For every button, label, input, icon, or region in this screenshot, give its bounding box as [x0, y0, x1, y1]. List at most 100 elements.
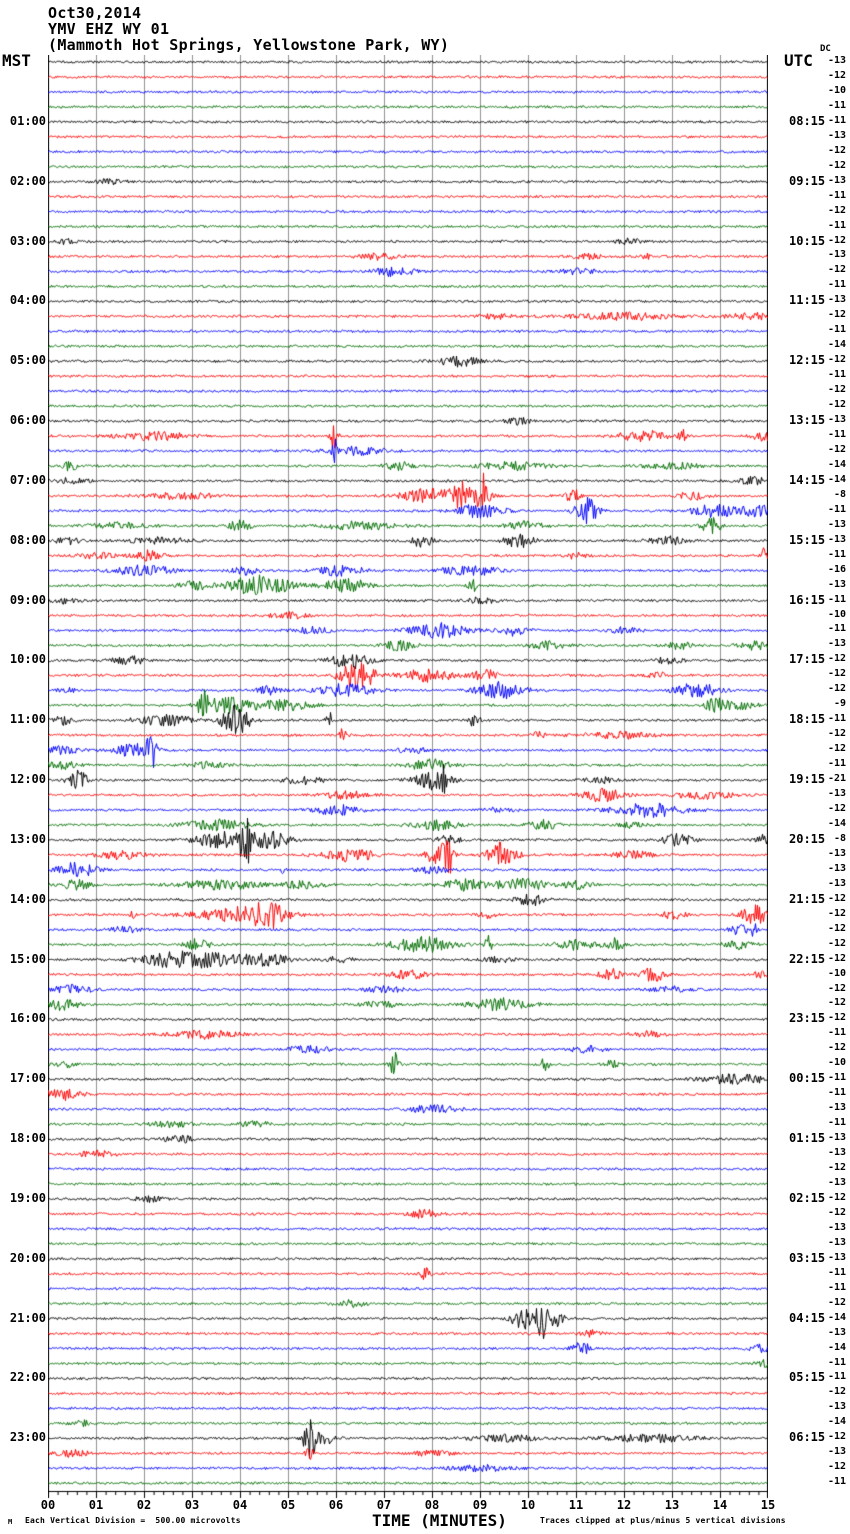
mst-time-label: 12:00	[9, 772, 46, 787]
mst-time-label: 20:00	[9, 1250, 46, 1265]
dc-offset-value: -12	[827, 922, 846, 934]
utc-time-label: 08:15	[789, 113, 826, 128]
dc-offset-value: -12	[827, 159, 846, 171]
vertical-scale-note: Each Vertical Division = 500.00 microvol…	[25, 1516, 241, 1525]
dc-offset-value: -12	[827, 803, 846, 814]
dc-offset-value: -12	[827, 234, 846, 246]
mst-time-label: 07:00	[9, 472, 46, 487]
dc-offset-value: -13	[827, 862, 846, 874]
utc-time-label: 14:15	[789, 472, 826, 487]
dc-offset-value: -10	[827, 84, 846, 96]
dc-offset-value: -12	[827, 1012, 846, 1024]
dc-offset-value: -13	[827, 1102, 846, 1114]
mst-time-label: 16:00	[9, 1011, 46, 1026]
x-axis-tick-label: 05	[280, 1498, 296, 1512]
utc-time-label: 10:15	[789, 233, 826, 248]
dc-offset-value: -13	[827, 518, 846, 530]
x-axis-tick-label: 11	[568, 1498, 584, 1512]
utc-time-label: 17:15	[789, 652, 826, 667]
x-axis-tick-label: 03	[184, 1498, 200, 1512]
dc-offset-value: -13	[827, 1147, 846, 1159]
dc-offset-value: -10	[827, 608, 846, 620]
dc-offset-value: -12	[827, 1042, 846, 1054]
dc-offset-value: -11	[827, 1476, 846, 1488]
dc-offset-value: -11	[827, 593, 846, 605]
dc-offset-value: -13	[827, 847, 846, 859]
dc-offset-value: -12	[827, 668, 846, 680]
dc-offset-value: -12	[827, 1386, 846, 1398]
x-axis-tick-label: 06	[328, 1498, 344, 1512]
dc-offset-value: -11	[827, 99, 846, 111]
utc-time-label: 18:15	[789, 712, 826, 727]
dc-offset-value: -12	[827, 952, 846, 964]
dc-offset-value: -12	[827, 399, 846, 411]
dc-offset-value: -13	[827, 414, 846, 426]
utc-time-label: 19:15	[789, 772, 826, 787]
dc-offset-value: -12	[827, 997, 846, 1009]
mst-time-label: 01:00	[9, 113, 46, 128]
mst-time-label: 03:00	[9, 233, 46, 248]
dc-offset-value: -13	[827, 129, 846, 141]
utc-time-label: 20:15	[789, 831, 826, 846]
mst-time-label: 05:00	[9, 353, 46, 368]
title-location: (Mammoth Hot Springs, Yellowstone Park, …	[48, 36, 450, 54]
dc-offset-value: -11	[827, 1281, 846, 1293]
dc-offset-value: -10	[827, 967, 846, 979]
utc-time-label: 04:15	[789, 1310, 826, 1325]
dc-offset-value: -13	[827, 877, 846, 889]
dc-offset-value: -13	[827, 1221, 846, 1233]
clip-note: Traces clipped at plus/minus 5 vertical …	[540, 1516, 786, 1525]
x-axis-title: TIME (MINUTES)	[372, 1511, 507, 1530]
dc-column-header: DC	[820, 44, 831, 54]
mst-time-label: 14:00	[9, 891, 46, 906]
dc-offset-value: -12	[827, 907, 846, 919]
x-axis-tick-label: 09	[472, 1498, 488, 1512]
dc-offset-value: -13	[827, 1177, 846, 1188]
dc-offset-value: -11	[827, 219, 846, 231]
x-axis-tick-label: 02	[136, 1498, 152, 1512]
dc-offset-value: -14	[827, 339, 846, 351]
utc-time-label: 23:15	[789, 1011, 826, 1026]
utc-time-label: 13:15	[789, 413, 826, 428]
dc-offset-value: -11	[827, 114, 846, 126]
mst-time-label: 08:00	[9, 532, 46, 547]
dc-offset-value: -12	[827, 1191, 846, 1203]
timezone-left-label: MST	[2, 51, 31, 70]
utc-time-label: 15:15	[789, 532, 826, 547]
dc-offset-value: -11	[827, 623, 846, 635]
mst-time-label: 11:00	[9, 712, 46, 727]
dc-offset-value: -13	[827, 1251, 846, 1263]
dc-offset-value: -12	[827, 384, 846, 396]
utc-time-label: 22:15	[789, 951, 826, 966]
dc-offset-value: -11	[827, 1027, 846, 1039]
dc-offset-value: -11	[827, 1072, 846, 1084]
mst-time-label: 04:00	[9, 293, 46, 308]
dc-offset-value: -12	[827, 309, 846, 321]
x-axis-tick-label: 13	[664, 1498, 680, 1512]
dc-offset-value: -13	[827, 1132, 846, 1144]
mst-time-label: 15:00	[9, 951, 46, 966]
dc-offset-value: -12	[827, 653, 846, 665]
dc-offset-value: -11	[827, 429, 846, 440]
utc-time-label: 09:15	[789, 173, 826, 188]
dc-offset-value: -9	[833, 698, 846, 710]
dc-offset-value: -12	[827, 892, 846, 904]
dc-offset-value: -11	[827, 1371, 846, 1383]
mst-time-label: 17:00	[9, 1071, 46, 1086]
dc-offset-value: -11	[827, 1117, 846, 1129]
dc-offset-value: -8	[833, 832, 846, 844]
title-station: YMV EHZ WY 01	[48, 20, 170, 38]
dc-offset-value: -12	[827, 354, 846, 366]
mst-time-label: 13:00	[9, 831, 46, 846]
utc-time-label: 01:15	[789, 1131, 826, 1146]
utc-time-label: 16:15	[789, 592, 826, 607]
x-axis-tick-label: 08	[424, 1498, 440, 1512]
dc-offset-value: -13	[827, 1446, 846, 1458]
utc-time-label: 12:15	[789, 353, 826, 368]
dc-offset-value: -13	[827, 578, 846, 590]
x-axis-tick-label: 07	[376, 1498, 392, 1512]
dc-offset-value: -12	[827, 937, 846, 949]
dc-offset-value: -13	[827, 1326, 846, 1338]
dc-offset-value: -14	[827, 1311, 846, 1323]
dc-offset-value: -8	[833, 488, 846, 500]
